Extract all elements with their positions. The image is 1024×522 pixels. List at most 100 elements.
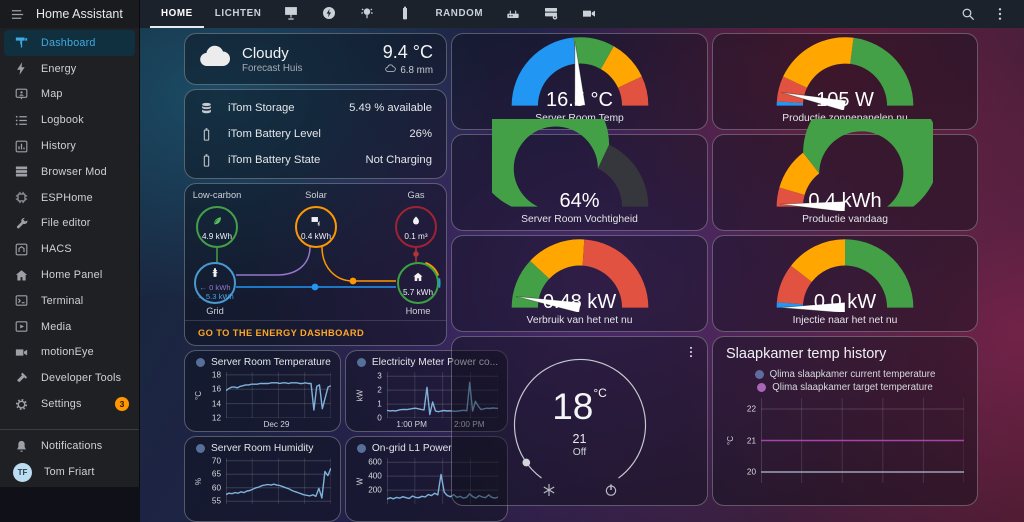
gauge-server-room-vochtigheid[interactable]: 64% Server Room Vochtigheid xyxy=(451,76,708,231)
gauge-server-room-temp[interactable]: 16.5 °C Server Room Temp xyxy=(451,33,708,130)
tab-battery[interactable] xyxy=(386,0,424,28)
gauge-productie-vandaag[interactable]: 0.4 kWh Productie vandaag xyxy=(712,84,978,231)
sidebar-item-developer-tools[interactable]: Developer Tools xyxy=(0,365,139,391)
tab-server[interactable] xyxy=(532,0,570,28)
tab-home[interactable]: HOME xyxy=(150,0,204,28)
battery-icon xyxy=(199,153,214,168)
x-axis-ticks: 1:00 PM 2:00 PM xyxy=(396,420,485,429)
weather-right: 9.4 °C 6.8 mm xyxy=(383,42,433,76)
sidebar-item-settings[interactable]: Settings 3 xyxy=(0,391,139,417)
weather-precipitation: 6.8 mm xyxy=(400,64,433,76)
gear-icon xyxy=(13,396,29,412)
sidebar-item-map[interactable]: Map xyxy=(0,82,139,108)
home-node[interactable]: 5.7 kWh xyxy=(397,262,439,304)
snowflake-icon[interactable] xyxy=(541,482,557,498)
avatar: TF xyxy=(13,462,32,482)
y-axis-ticks: 22 21 20 xyxy=(746,404,756,477)
weather-temperature: 9.4 °C xyxy=(382,42,433,62)
y-axis-unit: W xyxy=(354,477,364,485)
dots-vertical-icon[interactable] xyxy=(684,344,698,360)
y-axis-ticks: 18 16 14 12 xyxy=(211,370,221,423)
dots-vertical-icon[interactable] xyxy=(992,6,1008,22)
history-chart-card: Slaapkamer temp history Qlima slaapkamer… xyxy=(712,336,978,506)
tab-random[interactable]: RANDOM xyxy=(435,7,484,19)
leaf-icon xyxy=(211,214,223,232)
graph-card-server-room-humidity[interactable]: Server Room Humidity % 70 65 60 55 xyxy=(184,436,341,522)
dashboard-view: Cloudy Forecast Huis 9.4 °C 6.8 mm iTom … xyxy=(140,28,1024,522)
gauge-injectie-net[interactable]: 0.0 kW Injectie naar het net nu xyxy=(712,235,978,332)
sidebar-footer: Notifications TF Tom Friart xyxy=(0,429,139,487)
column-1: Cloudy Forecast Huis 9.4 °C 6.8 mm iTom … xyxy=(184,33,509,522)
search-icon[interactable] xyxy=(960,6,976,22)
sidebar-item-logbook[interactable]: Logbook xyxy=(0,107,139,133)
legend-dot-icon xyxy=(754,370,764,379)
energy-distribution-card: Low-carbon Solar Gas 4.9 kWh 0.4 kWh 0.1… xyxy=(184,183,447,346)
solar-power-icon xyxy=(310,214,322,232)
tab-flash[interactable] xyxy=(310,0,348,28)
list-icon xyxy=(13,112,29,128)
sidebar-item-user[interactable]: TF Tom Friart xyxy=(0,459,139,485)
terminal-icon xyxy=(13,293,29,309)
dial-handle[interactable] xyxy=(521,458,530,467)
thermostat-current-temp: 18°C xyxy=(552,386,607,427)
sidebar-item-history[interactable]: History xyxy=(0,133,139,159)
gas-node[interactable]: 0.1 m³ xyxy=(395,206,437,248)
weather-card[interactable]: Cloudy Forecast Huis 9.4 °C 6.8 mm xyxy=(184,33,447,85)
sidebar-item-terminal[interactable]: Terminal xyxy=(0,288,139,314)
main-area: HOME LICHTEN RANDOM Cloudy xyxy=(140,0,1024,522)
gauge-productie-zonnepanelen[interactable]: 105 W Productie zonnepanelen nu xyxy=(712,33,978,130)
sidebar-item-hacs[interactable]: HACS xyxy=(0,236,139,262)
legend-item[interactable]: Qlima slaapkamer current temperature xyxy=(726,369,964,380)
entity-dot-icon xyxy=(196,358,205,367)
sidebar-header: Home Assistant xyxy=(0,0,139,28)
sidebar-item-file-editor[interactable]: File editor xyxy=(0,211,139,237)
solar-node[interactable]: 0.4 kWh xyxy=(295,206,337,248)
x-axis-ticks: Dec 29 xyxy=(263,420,290,429)
tab-solar[interactable] xyxy=(272,0,310,28)
lightning-bolt-icon xyxy=(13,61,29,77)
top-navbar: HOME LICHTEN RANDOM xyxy=(140,0,1024,28)
line-chart xyxy=(226,372,331,418)
legend-item[interactable]: Qlima slaapkamer target temperature xyxy=(726,382,964,393)
tab-camera[interactable] xyxy=(570,0,608,28)
solar-panel-icon xyxy=(283,5,299,21)
y-axis-unit: °C xyxy=(193,390,203,400)
mini-graphs: Server Room Temperature °C 18 16 14 12 Dec … xyxy=(184,350,509,522)
server-gear-icon xyxy=(543,5,559,21)
low-carbon-node[interactable]: 4.9 kWh xyxy=(196,206,238,248)
sidebar-item-esphome[interactable]: ESPHome xyxy=(0,185,139,211)
tab-router[interactable] xyxy=(494,0,532,28)
dashboard-icon xyxy=(13,35,29,51)
tab-lights[interactable] xyxy=(348,0,386,28)
sidebar-item-home-panel[interactable]: Home Panel xyxy=(0,262,139,288)
energy-dashboard-link[interactable]: GO TO THE ENERGY DASHBOARD xyxy=(185,320,446,345)
menu-icon[interactable] xyxy=(9,6,25,22)
sidebar-item-browser-mod[interactable]: Browser Mod xyxy=(0,159,139,185)
chart-box-icon xyxy=(13,138,29,154)
power-icon[interactable] xyxy=(603,482,619,498)
entity-dot-icon xyxy=(356,358,366,367)
low-carbon-label: Low-carbon xyxy=(192,190,242,200)
sidebar-item-notifications[interactable]: Notifications xyxy=(0,433,139,459)
grid-node[interactable]: ← 0 kWh → 5.3 kWh xyxy=(194,262,236,304)
sidebar-item-media[interactable]: Media xyxy=(0,314,139,340)
thermostat-dial[interactable]: 18°C 21 Off xyxy=(496,341,664,509)
sidebar-item-dashboard[interactable]: Dashboard xyxy=(4,30,135,56)
tab-lichten[interactable]: LICHTEN xyxy=(214,7,262,19)
home-icon xyxy=(412,270,424,288)
gauge-arc xyxy=(757,36,933,115)
thermostat-card: 18°C 21 Off xyxy=(451,336,708,506)
sidebar-item-motioneye[interactable]: motionEye xyxy=(0,340,139,366)
entity-row-storage[interactable]: iTom Storage 5.49 % available xyxy=(199,101,432,116)
hammer-icon xyxy=(13,370,29,386)
gauge-verbruik-net[interactable]: 0.48 kW Verbruik van het net nu xyxy=(451,235,708,332)
battery-icon xyxy=(397,5,413,21)
graph-card-server-room-temperature[interactable]: Server Room Temperature °C 18 16 14 12 Dec … xyxy=(184,350,341,432)
sidebar-item-energy[interactable]: Energy xyxy=(0,56,139,82)
entity-row-battery-level[interactable]: iTom Battery Level 26% xyxy=(199,127,432,142)
entity-row-battery-state[interactable]: iTom Battery State Not Charging xyxy=(199,153,432,168)
tooltip-account-icon xyxy=(13,86,29,102)
